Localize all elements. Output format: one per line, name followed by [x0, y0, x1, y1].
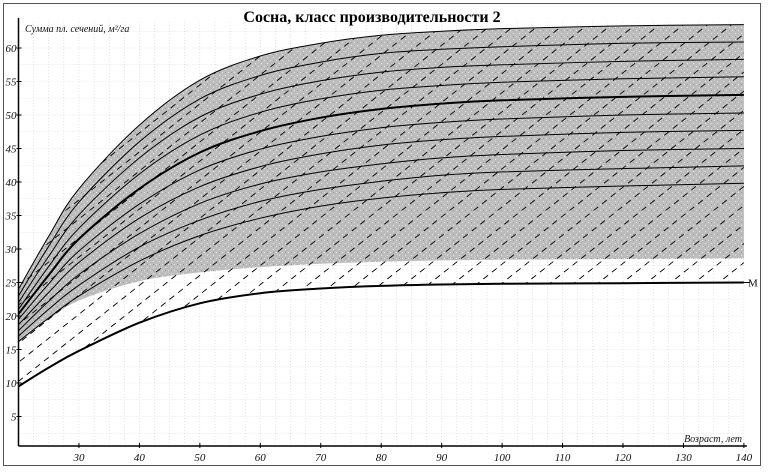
y-tick-label: 5: [11, 412, 17, 424]
series-line-9: [18, 182, 744, 342]
y-axis-label: Сумма пл. сечений, м²/га: [25, 24, 129, 35]
x-tick-label: 120: [615, 452, 632, 464]
hatch-line: [748, 21, 768, 450]
series-line-m: [17, 281, 744, 388]
series-line-8: [18, 165, 744, 337]
y-tick-label: 25: [6, 278, 18, 290]
hatch-line: [18, 24, 377, 387]
chart-frame: [3, 3, 761, 466]
tick-labels: 5 10 15 20 25 30 35 40 45 50 55 60 30 40 50 60 70 80 90 100…: [5, 43, 753, 464]
hatch-line: [18, 24, 473, 387]
series-line-1: [18, 41, 744, 297]
series-line-6: [18, 129, 744, 326]
hatch-line: [18, 24, 401, 387]
y-tick-label: 40: [6, 177, 18, 189]
x-tick-label: 60: [255, 452, 267, 464]
series-line-2: [18, 58, 744, 303]
y-tick-label: 15: [6, 345, 18, 357]
x-tick-label: 30: [72, 452, 85, 464]
series-line-5: [18, 112, 744, 320]
x-tick-label: 110: [555, 452, 571, 464]
shaded-band: [18, 24, 744, 343]
chart-title: Сосна, класс производительности 2: [243, 9, 500, 26]
x-tick-label: 90: [436, 452, 448, 464]
x-tick-label: 70: [315, 452, 327, 464]
y-tick-label: 35: [5, 211, 18, 223]
axes: [16, 17, 747, 448]
hatch-line: [18, 24, 329, 387]
hatch-line: [18, 24, 425, 387]
series-lines: [17, 24, 750, 388]
y-tick-label: 50: [6, 110, 18, 122]
hatch-line: [18, 24, 281, 387]
series-line-3: [18, 76, 744, 310]
y-tick-label: 10: [6, 378, 18, 390]
x-axis-label: Возраст, лет: [684, 434, 742, 445]
x-tick-label: 50: [194, 452, 206, 464]
y-tick-label: 20: [6, 311, 18, 323]
x-tick-label: 80: [376, 452, 388, 464]
series-line-0: [18, 24, 744, 290]
series-line-7: [18, 148, 744, 332]
x-tick-label: 40: [134, 452, 146, 464]
y-tick-label: 60: [6, 43, 18, 55]
x-tick-label: 140: [736, 452, 753, 464]
series-line-4: [17, 93, 744, 315]
y-tick-label: 30: [5, 244, 18, 256]
series-label-m: M: [748, 278, 758, 290]
x-tick-label: 130: [675, 452, 692, 464]
y-tick-label: 55: [6, 77, 18, 89]
x-tick-label: 100: [494, 452, 511, 464]
y-tick-label: 45: [6, 144, 18, 156]
